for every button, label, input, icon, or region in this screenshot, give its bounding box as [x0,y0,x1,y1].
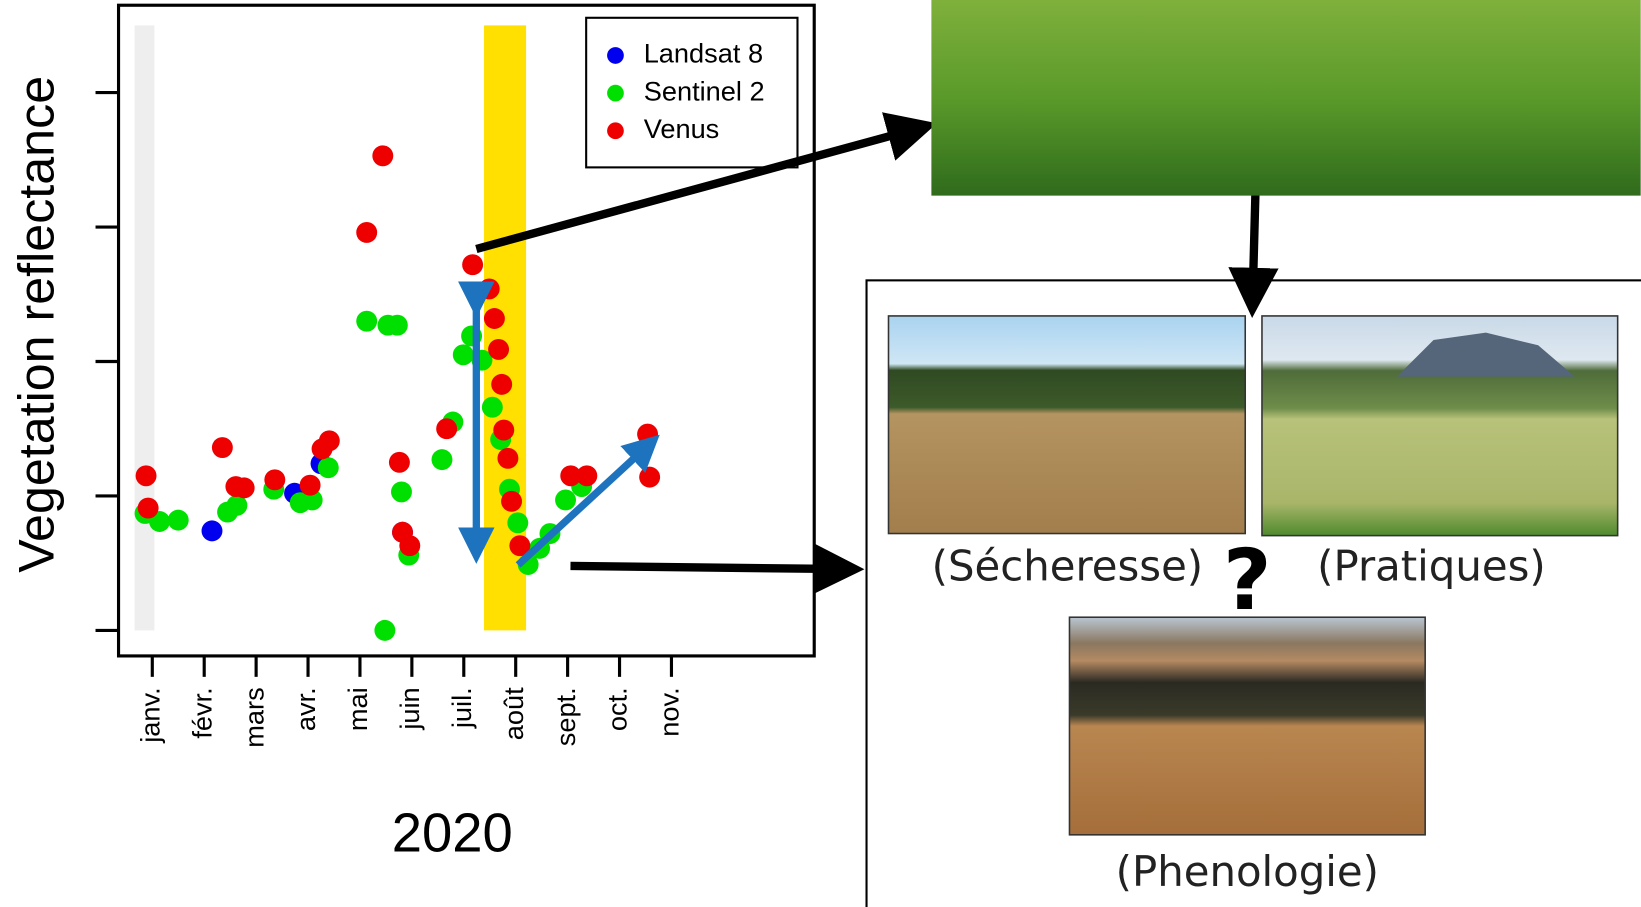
photo-grassland [931,0,1641,196]
x-tick-label: avr. [290,687,321,731]
arrow [570,543,865,594]
photo-panel [865,279,1641,907]
arrow [1228,182,1279,319]
x-tick-label: nov. [654,687,685,736]
legend-items: Landsat 8 Sentinel 2 Venus [607,38,765,144]
point [493,419,515,441]
x-tick-label: janv. [134,687,165,743]
point [481,396,503,418]
point [167,509,189,531]
point [488,338,510,360]
point [509,535,531,557]
point [497,447,519,469]
point [501,490,523,512]
point [560,465,582,487]
point [137,497,159,519]
photo-drought [887,315,1247,535]
point [201,520,223,542]
photo-phenology [1068,616,1426,836]
point [391,481,412,503]
point [639,466,661,488]
x-tick-label: oct. [602,687,633,731]
point [491,373,513,395]
x-tick-label: juil. [446,687,477,729]
legend: Landsat 8 Sentinel 2 Venus [585,16,799,169]
plot-frame [116,3,816,658]
x-tick-label: mai [342,687,373,731]
point [226,494,248,516]
arrow [515,434,660,568]
plot-area [134,25,661,641]
caption: (Pratiques) [1317,542,1546,591]
legend-label: Venus [644,113,720,144]
point [318,430,340,452]
highlight-span [134,25,155,631]
point [576,465,598,487]
x-tick-label: juin [394,687,425,730]
x-tick-label: août [498,687,529,740]
point [483,308,505,329]
point [478,278,500,300]
point [135,465,157,487]
caption: (Phenologie) [1116,847,1379,896]
point [317,457,339,479]
question-mark: ? [1223,531,1272,629]
point [431,449,453,471]
legend-label: Landsat 8 [644,38,763,69]
point [555,489,577,511]
point [372,145,394,167]
y-axis-label: Vegetation reflectance [8,76,64,573]
x-tick-label: sept. [550,687,581,746]
point [436,418,458,440]
photo-mountain [1396,332,1575,377]
legend-marker [607,47,624,64]
legend-label: Sentinel 2 [644,75,765,106]
point [356,310,378,332]
point [637,423,659,445]
point [507,512,529,534]
point [462,254,484,276]
x-tick-label: mars [238,687,269,747]
legend-marker [607,84,624,102]
point [399,535,421,557]
point [388,451,410,473]
arrow [475,112,938,254]
point [374,619,396,641]
point [356,221,378,243]
point [299,474,321,496]
point [386,314,408,336]
x-tick-label: févr. [186,687,217,738]
x-axis-label: 2020 [392,802,513,863]
point [264,469,286,491]
legend-marker [607,122,624,140]
caption: (Sécheresse) [932,542,1203,591]
point [211,437,233,459]
point [233,477,255,499]
point [452,344,474,366]
